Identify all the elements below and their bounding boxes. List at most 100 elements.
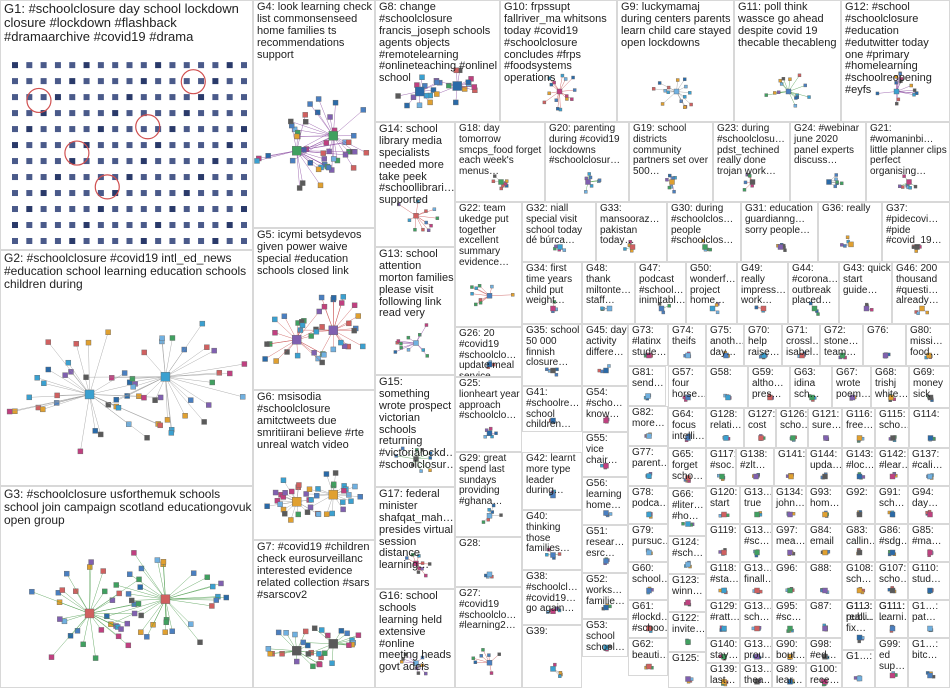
node <box>743 180 748 185</box>
node-grid <box>155 62 162 69</box>
edge <box>116 376 166 400</box>
hub-node <box>927 394 934 401</box>
node-grid <box>140 206 147 213</box>
edge <box>89 613 128 624</box>
cluster-panel-g96: G96: <box>772 562 806 600</box>
cluster-label-g77: G77: parent… <box>632 447 668 469</box>
node <box>67 633 74 639</box>
cluster-label-g1: G1: #schoolclosure day school lockdown c… <box>4 1 239 45</box>
cluster-panel-g88: G88: <box>806 562 842 600</box>
cluster-graph-g142 <box>889 471 898 480</box>
hub-node <box>685 561 691 568</box>
cluster-graph-g67 <box>849 394 857 401</box>
node-grid <box>198 78 205 85</box>
node <box>265 646 272 652</box>
node <box>422 83 428 89</box>
edge <box>89 394 148 438</box>
node-grid <box>54 78 61 85</box>
node-grid <box>226 238 233 244</box>
node <box>61 618 68 625</box>
node <box>681 522 685 526</box>
node <box>554 98 558 102</box>
node <box>688 91 692 95</box>
cluster-panel-g92: G92: <box>842 486 875 524</box>
node <box>77 448 84 455</box>
cluster-label-g41: G41: #schoolre… school children… <box>526 387 580 431</box>
node <box>330 346 337 353</box>
node-grid <box>140 158 147 165</box>
cluster-panel-g1c: G1…: bitc… <box>908 638 950 688</box>
node <box>478 301 483 305</box>
node-grid <box>83 126 90 133</box>
node <box>600 369 604 374</box>
node <box>97 431 104 438</box>
node-grid <box>40 158 47 165</box>
node-grid <box>54 62 61 69</box>
node <box>835 180 839 184</box>
cluster-label-g8: G8: change #schoolclosure francis_joseph… <box>379 1 498 85</box>
node <box>426 228 431 232</box>
cluster-label-g13b: G13…: true <box>744 487 772 509</box>
node <box>316 308 322 315</box>
node <box>319 324 325 330</box>
node <box>115 405 122 411</box>
edge <box>559 91 561 110</box>
edge <box>268 150 297 157</box>
cluster-panel-g60: G60: school… <box>628 562 668 600</box>
edge <box>89 394 96 431</box>
hub-node <box>550 608 556 614</box>
node <box>206 402 212 408</box>
cluster-panel-g128: G128: relati… <box>706 408 744 448</box>
edge <box>165 350 215 377</box>
node <box>808 301 813 306</box>
node <box>667 185 672 190</box>
node-grid <box>12 110 18 117</box>
node-grid <box>12 222 18 229</box>
node-grid <box>212 206 219 213</box>
node <box>201 419 207 425</box>
cluster-label-g75: G75: anoth… day… <box>710 325 744 358</box>
node-grid <box>69 158 76 165</box>
node-grid <box>183 62 190 69</box>
node-grid <box>183 142 190 149</box>
edge <box>165 376 209 406</box>
edge <box>129 376 166 383</box>
cluster-graph-g87 <box>822 623 828 632</box>
node <box>73 341 79 347</box>
node-grid <box>212 222 219 229</box>
cluster-graph-g14 <box>397 199 440 232</box>
node-grid <box>54 238 61 244</box>
cluster-panel-g73: G73: #latinx stude… <box>628 324 668 366</box>
cluster-panel-g80: G80: missi… food… <box>906 324 950 366</box>
cluster-graph-g3 <box>29 550 230 661</box>
cluster-panel-g115: G115: scho… <box>875 408 909 448</box>
node-grid <box>183 126 190 133</box>
cluster-graph-g91 <box>887 510 896 518</box>
node-grid <box>40 62 47 69</box>
cluster-graph-g4 <box>254 96 370 191</box>
cluster-panel-g13f: G13…: prou… <box>740 638 772 663</box>
cluster-panel-g13g: G13…: thea… <box>740 663 772 688</box>
hub-node <box>603 644 609 651</box>
node-grid <box>12 206 18 213</box>
cluster-graph-g134 <box>786 511 796 518</box>
hub-node <box>486 361 493 368</box>
node-grid <box>226 126 233 133</box>
cluster-graph-g1b <box>927 625 934 633</box>
hub-node <box>606 305 613 312</box>
cluster-panel-g140: G140: stay… <box>706 638 740 663</box>
node <box>216 370 223 376</box>
node <box>401 657 405 661</box>
hub-node <box>486 293 493 299</box>
cluster-label-g59: G59: altho… pres… <box>752 367 784 400</box>
cluster-graph-g123 <box>683 599 692 607</box>
hub-node <box>753 473 759 480</box>
edge <box>165 598 201 643</box>
cluster-label-g47: G47: podcast #school… inimitabl… <box>639 263 686 307</box>
cluster-panel-g10: G10: frpssupt fallriver_ma whitsons toda… <box>500 0 617 122</box>
node-grid <box>183 158 190 165</box>
cluster-label-g1d: G1…: <box>846 651 873 662</box>
hub-node <box>927 672 933 679</box>
cluster-graph-g96 <box>785 587 795 594</box>
edge <box>296 142 327 151</box>
